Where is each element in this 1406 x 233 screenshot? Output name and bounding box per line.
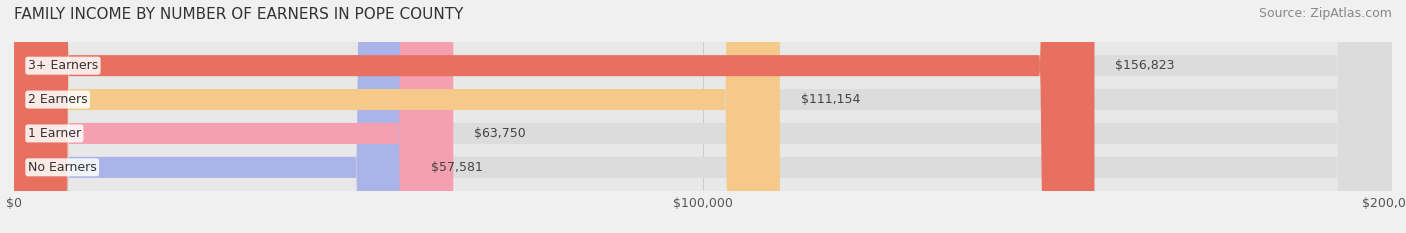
Text: Source: ZipAtlas.com: Source: ZipAtlas.com xyxy=(1258,7,1392,20)
Text: $111,154: $111,154 xyxy=(800,93,860,106)
FancyBboxPatch shape xyxy=(14,0,411,233)
FancyBboxPatch shape xyxy=(14,0,1094,233)
Text: 1 Earner: 1 Earner xyxy=(28,127,82,140)
FancyBboxPatch shape xyxy=(14,0,780,233)
FancyBboxPatch shape xyxy=(14,0,1392,233)
Text: $63,750: $63,750 xyxy=(474,127,526,140)
Text: 2 Earners: 2 Earners xyxy=(28,93,87,106)
FancyBboxPatch shape xyxy=(14,0,1392,233)
FancyBboxPatch shape xyxy=(14,0,1392,233)
Text: $57,581: $57,581 xyxy=(432,161,484,174)
Text: 3+ Earners: 3+ Earners xyxy=(28,59,98,72)
Text: No Earners: No Earners xyxy=(28,161,97,174)
Text: $156,823: $156,823 xyxy=(1115,59,1174,72)
FancyBboxPatch shape xyxy=(14,0,1392,233)
Text: FAMILY INCOME BY NUMBER OF EARNERS IN POPE COUNTY: FAMILY INCOME BY NUMBER OF EARNERS IN PO… xyxy=(14,7,464,22)
FancyBboxPatch shape xyxy=(14,0,453,233)
